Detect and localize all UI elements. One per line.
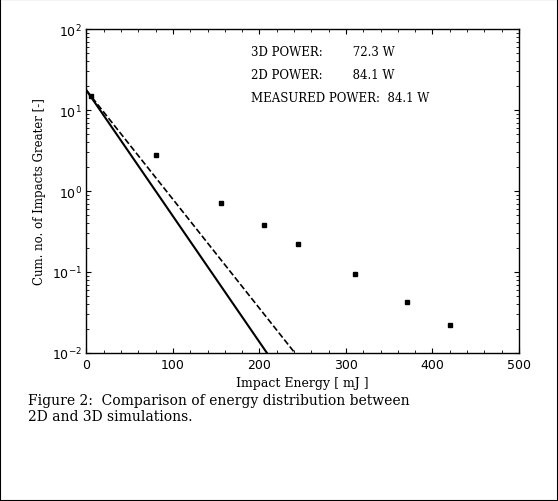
X-axis label: Impact Energy [ mJ ]: Impact Energy [ mJ ]: [237, 377, 369, 390]
Y-axis label: Cum. no. of Impacts Greater [-]: Cum. no. of Impacts Greater [-]: [33, 98, 46, 285]
Text: Figure 2:  Comparison of energy distribution between
2D and 3D simulations.: Figure 2: Comparison of energy distribut…: [28, 393, 410, 423]
Text: 3D POWER:        72.3 W
2D POWER:        84.1 W
MEASURED POWER:  84.1 W: 3D POWER: 72.3 W 2D POWER: 84.1 W MEASUR…: [251, 46, 429, 105]
